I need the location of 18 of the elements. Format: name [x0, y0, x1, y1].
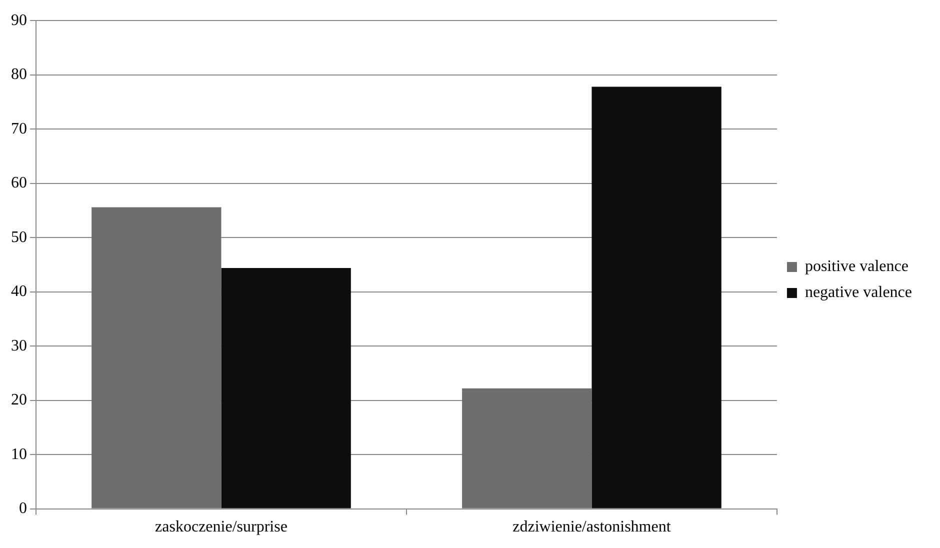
bar	[462, 388, 592, 508]
y-tick-label: 70	[11, 120, 27, 138]
y-tick-label: 90	[11, 12, 27, 29]
x-tick-label: zaskoczenie/surprise	[155, 518, 288, 536]
legend-label: positive valence	[804, 258, 908, 276]
y-tick-label: 10	[11, 446, 27, 463]
bar	[592, 86, 722, 508]
bar	[92, 207, 222, 508]
x-tick-label: zdziwienie/astonishment	[512, 518, 672, 536]
y-tick-label: 50	[11, 228, 27, 246]
legend-label: negative valence	[804, 284, 912, 302]
y-tick-label: 20	[11, 392, 27, 409]
y-tick-label: 30	[11, 337, 27, 354]
bar	[221, 268, 351, 508]
y-tick-label: 0	[19, 500, 27, 518]
y-tick-label: 40	[11, 283, 27, 300]
y-tick-label: 80	[11, 66, 27, 84]
y-tick-label: 60	[11, 174, 27, 192]
